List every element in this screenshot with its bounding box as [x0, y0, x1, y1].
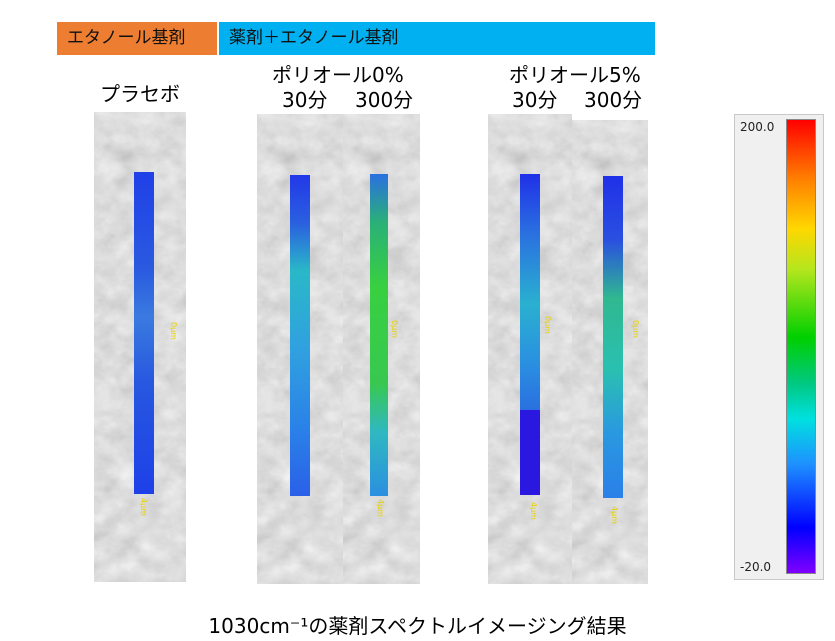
colorbar-min-label: -20.0: [740, 560, 772, 574]
tag-ethanol-base: エタノール基剤: [57, 22, 217, 55]
spectral-strip-polyol5-30-lower: [520, 410, 540, 495]
spectral-strip-polyol5-300: [603, 176, 623, 498]
image-polyol0-30: [257, 114, 343, 584]
label-polyol5: ポリオール5%: [509, 63, 641, 87]
marker-top-polyol5-30: 0μm: [543, 316, 552, 334]
label-placebo: プラセボ: [100, 82, 180, 106]
image-polyol5-300: 0μm 4μm: [572, 120, 648, 584]
spectral-strip-polyol0-30: [290, 175, 310, 496]
spectral-strip-polyol0-300: [370, 174, 388, 496]
marker-bottom-polyol5-30: 4μm: [529, 502, 538, 520]
figure-caption: 1030cm⁻¹の薬剤スペクトルイメージング結果: [208, 614, 627, 638]
image-placebo: 0μm 4μm: [94, 112, 186, 582]
colorbar-gradient: [786, 119, 816, 574]
label-polyol0-30: 30分: [282, 88, 328, 112]
label-polyol0: ポリオール0%: [272, 63, 404, 87]
image-polyol5-30: 0μm 4μm: [488, 114, 572, 584]
marker-bottom-polyol0: 4μm: [376, 499, 385, 517]
image-polyol0-300: 0μm 4μm: [343, 114, 420, 584]
tag-drug-ethanol-base: 薬剤＋エタノール基剤: [219, 22, 655, 55]
label-polyol5-300: 300分: [584, 88, 643, 112]
marker-top-placebo: 0μm: [169, 322, 178, 340]
label-polyol0-300: 300分: [355, 88, 414, 112]
spectral-strip-placebo: [134, 172, 154, 494]
spectral-strip-polyol5-30-upper: [520, 174, 540, 410]
marker-top-polyol0: 0μm: [390, 320, 399, 338]
marker-bottom-placebo: 4μm: [139, 498, 148, 516]
label-polyol5-30: 30分: [512, 88, 558, 112]
colorbar-max-label: 200.0: [740, 120, 775, 134]
marker-top-polyol5-300: 0μm: [631, 320, 640, 338]
marker-bottom-polyol5-300: 4μm: [610, 506, 619, 524]
